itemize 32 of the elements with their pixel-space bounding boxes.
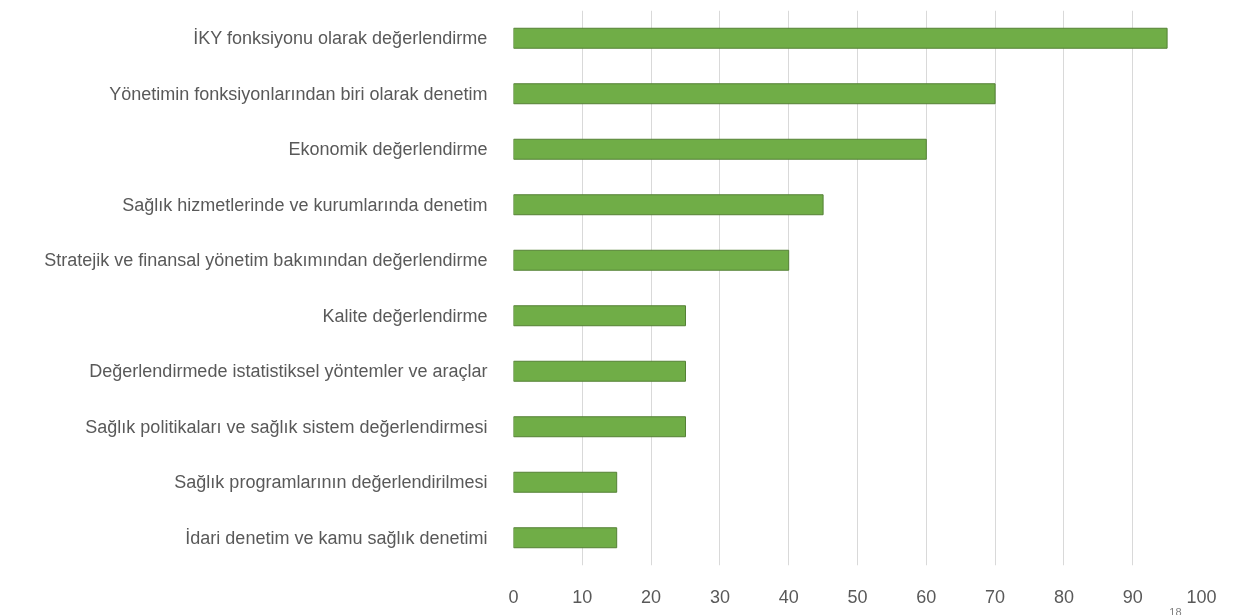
bar bbox=[513, 194, 824, 216]
bar bbox=[513, 249, 790, 271]
bar bbox=[513, 83, 996, 105]
x-tick-label: 50 bbox=[847, 586, 868, 607]
x-tick-label: 0 bbox=[508, 586, 519, 607]
x-tick-label: 60 bbox=[916, 586, 937, 607]
y-tick-label: İKY fonksiyonu olarak değerlendirme bbox=[193, 28, 488, 49]
y-tick-label: Sağlık programlarının değerlendirilmesi bbox=[174, 472, 488, 493]
y-tick-label: İdari denetim ve kamu sağlık denetimi bbox=[185, 527, 488, 548]
bar bbox=[513, 527, 618, 549]
x-tick-label: 40 bbox=[778, 586, 799, 607]
bar bbox=[513, 416, 686, 438]
y-tick-label: Değerlendirmede istatistiksel yöntemler ve araçlar bbox=[89, 361, 488, 382]
bar bbox=[513, 305, 686, 327]
bar bbox=[513, 27, 1168, 49]
y-tick-label: Stratejik ve finansal yönetim bakımından değerlendirme bbox=[44, 250, 488, 271]
bar bbox=[513, 471, 618, 493]
y-tick-label: Ekonomik değerlendirme bbox=[288, 139, 488, 160]
x-tick-label: 80 bbox=[1053, 586, 1074, 607]
x-tick-label: 20 bbox=[641, 586, 662, 607]
y-tick-label: Sağlık hizmetlerinde ve kurumlarında denetim bbox=[122, 194, 488, 215]
x-tick-label: 10 bbox=[572, 586, 593, 607]
x-tick-label: 90 bbox=[1122, 586, 1143, 607]
x-tick-label: 70 bbox=[985, 586, 1006, 607]
bar bbox=[513, 360, 686, 382]
text: 18 bbox=[1169, 605, 1182, 615]
x-tick-label: 100 bbox=[1186, 586, 1217, 607]
bar bbox=[513, 138, 927, 160]
x-tick-label: 30 bbox=[709, 586, 730, 607]
y-tick-label: Kalite değerlendirme bbox=[322, 305, 488, 326]
y-tick-label: Yönetimin fonksiyonlarından biri olarak denetim bbox=[109, 83, 488, 104]
y-tick-label: Sağlık politikaları ve sağlık sistem değerlendirmesi bbox=[85, 416, 488, 437]
